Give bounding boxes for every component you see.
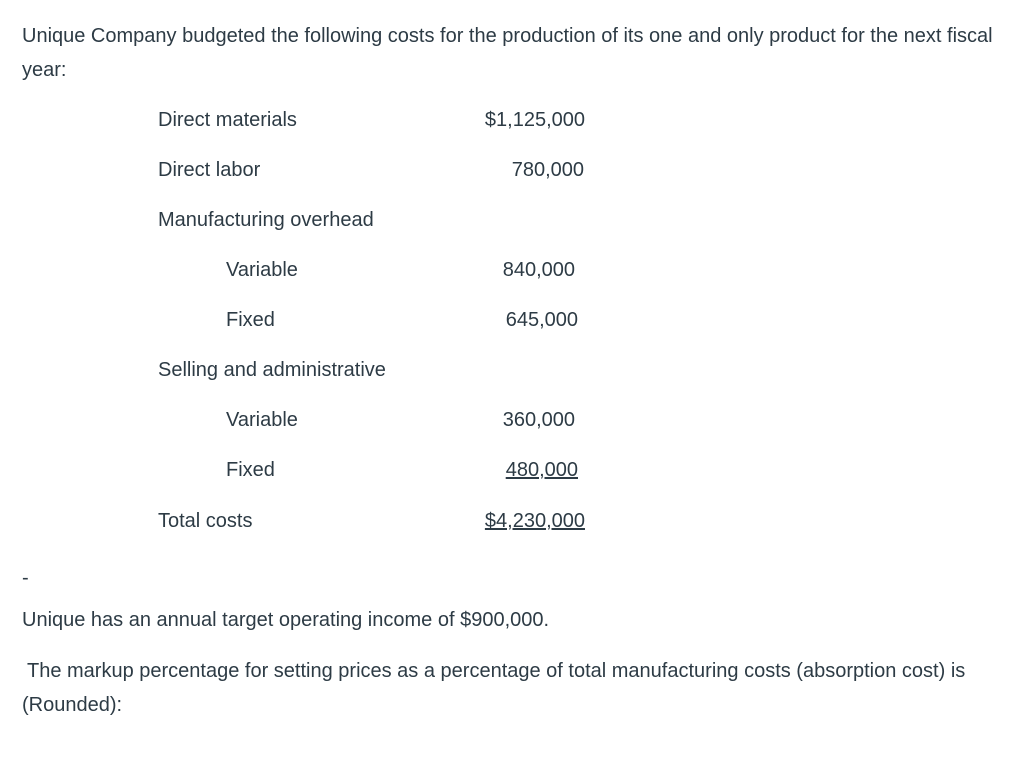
row-label: Selling and administrative	[158, 359, 386, 381]
intro: Unique Company budgeted the following co…	[22, 25, 993, 81]
row-amount: 480,000	[505, 459, 578, 481]
total-amount: $4,230,000	[484, 510, 585, 532]
row-label: Variable	[226, 409, 298, 431]
row-amount: 645,000	[505, 309, 578, 331]
separator: -	[22, 567, 29, 589]
row-amount: 840,000	[502, 259, 575, 281]
row-label: Direct materials	[158, 109, 297, 131]
question: The markup percentage for setting prices…	[22, 660, 966, 716]
row-label: Fixed	[226, 309, 275, 331]
target-text: Unique has an annual target operating in…	[22, 609, 550, 631]
row-label: Manufacturing overhead	[158, 209, 374, 231]
row-label: Direct labor	[158, 159, 261, 181]
row-label: Variable	[226, 259, 298, 281]
row-label: Fixed	[226, 459, 275, 481]
row-amount: 360,000	[502, 409, 575, 431]
row-amount: $1,125,000	[484, 109, 585, 131]
row-amount: 780,000	[511, 159, 584, 181]
row-label: Total costs	[158, 510, 253, 532]
